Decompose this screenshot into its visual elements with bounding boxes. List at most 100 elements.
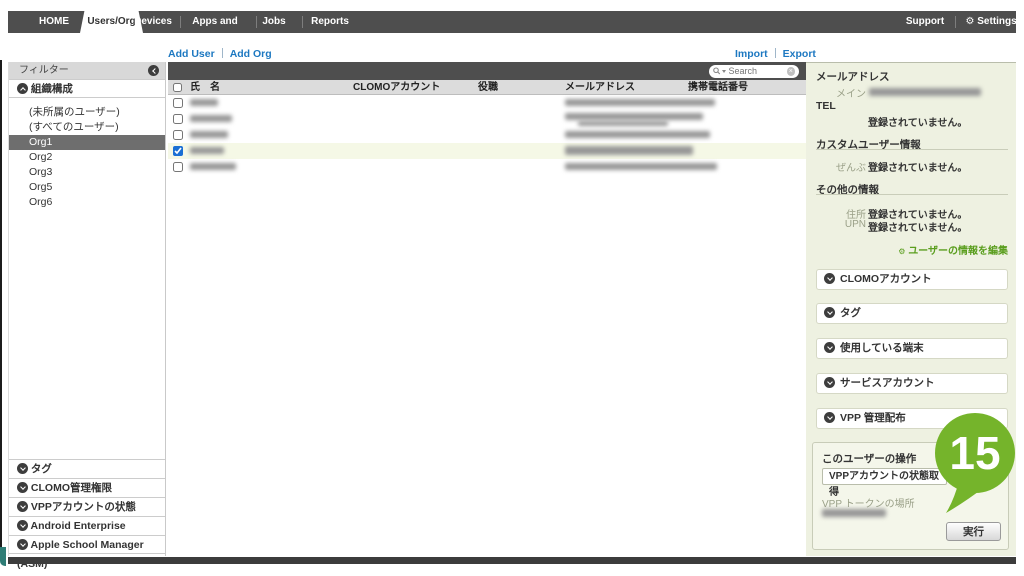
run-button[interactable]: 実行 [946, 522, 1001, 541]
org-item-org3[interactable]: Org3 [29, 166, 53, 178]
accordion-devices-in-use[interactable]: 使用している端末 [816, 338, 1008, 359]
export-link[interactable]: Export [782, 48, 816, 60]
vpp-token-location-label: VPP トークンの場所 [822, 499, 915, 510]
row-checkbox[interactable] [173, 98, 183, 108]
edit-user-info-link[interactable]: ⚙ ユーザーの情報を編集 [898, 242, 1008, 257]
edit-icon: ⚙ [898, 247, 906, 256]
chevron-down-icon [824, 273, 835, 284]
chevron-down-icon [17, 501, 28, 512]
section-vpp-status[interactable]: VPPアカウントの状態 [9, 497, 165, 516]
operation-select[interactable]: VPPアカウントの状態取得 [822, 468, 947, 498]
col-mobile: 携帯電話番号 [688, 82, 748, 93]
section-clomo-admin[interactable]: CLOMO管理権限 [9, 478, 165, 497]
org-item-org5[interactable]: Org5 [29, 181, 53, 193]
accordion-label: タグ [840, 307, 861, 319]
window-bottom-edge [8, 557, 1016, 564]
search-scope-dropdown-icon[interactable] [721, 69, 726, 73]
chevron-down-icon [824, 412, 835, 423]
table-column-headers: 氏 名 CLOMOアカウント 役職 メールアドレス 携帯電話番号 [168, 80, 806, 95]
user-detail-panel: メールアドレス メイン TEL 登録されていません。 カスタムユーザー情報 ぜん… [806, 62, 1016, 556]
chevron-down-icon [17, 539, 28, 550]
section-label: Apple School Manager (ASM) [17, 539, 144, 570]
row-checkbox[interactable] [173, 146, 183, 156]
redacted-email [565, 163, 717, 170]
chevron-down-icon [17, 520, 28, 531]
tab-home[interactable]: HOME [39, 16, 69, 27]
nav-divider [955, 16, 956, 28]
section-android-enterprise[interactable]: Android Enterprise [9, 516, 165, 535]
operations-title: このユーザーの操作 [822, 453, 917, 465]
filter-title: フィルター [19, 65, 69, 76]
table-row[interactable] [168, 159, 806, 175]
redacted-email [565, 113, 703, 120]
chevron-up-icon [17, 83, 28, 94]
add-user-link[interactable]: Add User [168, 48, 215, 60]
collapse-sidebar-icon[interactable] [148, 65, 159, 76]
table-toolbar: × [168, 62, 806, 80]
row-checkbox[interactable] [173, 114, 183, 124]
org-item-unassigned[interactable]: (未所属のユーザー) [29, 106, 120, 118]
org-item-org1-selected[interactable]: Org1 [9, 135, 165, 150]
search-input[interactable] [728, 66, 787, 76]
table-row-selected[interactable] [168, 143, 806, 159]
tab-users-org[interactable]: Users/Org [80, 11, 143, 33]
nav-divider [180, 16, 181, 28]
link-divider [774, 47, 776, 58]
search-box[interactable]: × [709, 64, 799, 78]
accordion-label: CLOMOアカウント [840, 273, 932, 285]
accordion-tags[interactable]: タグ [816, 303, 1008, 324]
search-icon [713, 67, 721, 75]
redacted-name [190, 131, 228, 138]
select-all-checkbox[interactable] [173, 83, 182, 92]
tab-devices[interactable]: Devices [134, 16, 172, 27]
custom-field-value: 登録されていません。 [868, 163, 968, 174]
table-row[interactable] [168, 95, 806, 111]
import-link[interactable]: Import [735, 48, 768, 60]
section-org-structure[interactable]: 組織構成 [9, 79, 165, 98]
row-checkbox[interactable] [173, 130, 183, 140]
redacted-name [190, 115, 232, 122]
chevron-down-icon [824, 342, 835, 353]
edit-link-label: ユーザーの情報を編集 [908, 246, 1008, 257]
custom-field-label: ぜんぶ [836, 163, 866, 174]
clear-search-icon[interactable]: × [786, 66, 795, 76]
section-label: CLOMO管理権限 [30, 482, 112, 494]
redacted-email [565, 131, 710, 138]
redacted-email [565, 99, 715, 106]
org-item-all[interactable]: (すべてのユーザー) [29, 121, 119, 133]
accordion-label: VPP 管理配布 [840, 412, 906, 424]
tab-reports[interactable]: Reports [311, 16, 349, 27]
import-export-actions: Import Export [735, 44, 816, 60]
col-clomo-account: CLOMOアカウント [353, 82, 441, 93]
tab-jobs[interactable]: Jobs [262, 16, 286, 27]
table-row[interactable] [168, 111, 806, 127]
tel-value: 登録されていません。 [868, 118, 968, 129]
redacted-name [190, 163, 236, 170]
settings-link[interactable]: Settings [977, 16, 1017, 27]
user-operations-box: このユーザーの操作 VPPアカウントの状態取得 VPP トークンの場所 実行 [812, 442, 1009, 550]
add-org-link[interactable]: Add Org [229, 48, 272, 60]
window-left-edge [0, 60, 2, 558]
accordion-vpp-managed-distribution[interactable]: VPP 管理配布 [816, 408, 1008, 429]
chevron-down-icon [17, 482, 28, 493]
user-table: × 氏 名 CLOMOアカウント 役職 メールアドレス 携帯電話番号 [168, 62, 806, 556]
section-label: VPPアカウントの状態 [30, 501, 136, 513]
tab-apps-and-books[interactable]: Apps and Books [192, 16, 238, 49]
support-link[interactable]: Support [905, 16, 945, 27]
org-item-org2[interactable]: Org2 [29, 151, 53, 163]
upn-label: UPN [844, 219, 866, 230]
nav-divider [302, 16, 303, 28]
accordion-clomo-account[interactable]: CLOMOアカウント [816, 269, 1008, 290]
accordion-label: 使用している端末 [840, 342, 924, 354]
section-tags[interactable]: タグ [9, 459, 165, 478]
redacted-name [190, 147, 224, 154]
redacted-email [578, 121, 668, 126]
address-value: 登録されていません。 [868, 210, 968, 221]
table-row[interactable] [168, 127, 806, 143]
chevron-down-icon [824, 377, 835, 388]
row-checkbox[interactable] [173, 162, 183, 172]
accordion-service-account[interactable]: サービスアカウント [816, 373, 1008, 394]
org-item-org6[interactable]: Org6 [29, 196, 53, 208]
section-label: タグ [30, 463, 52, 475]
section-asm[interactable]: Apple School Manager (ASM) [9, 535, 165, 570]
